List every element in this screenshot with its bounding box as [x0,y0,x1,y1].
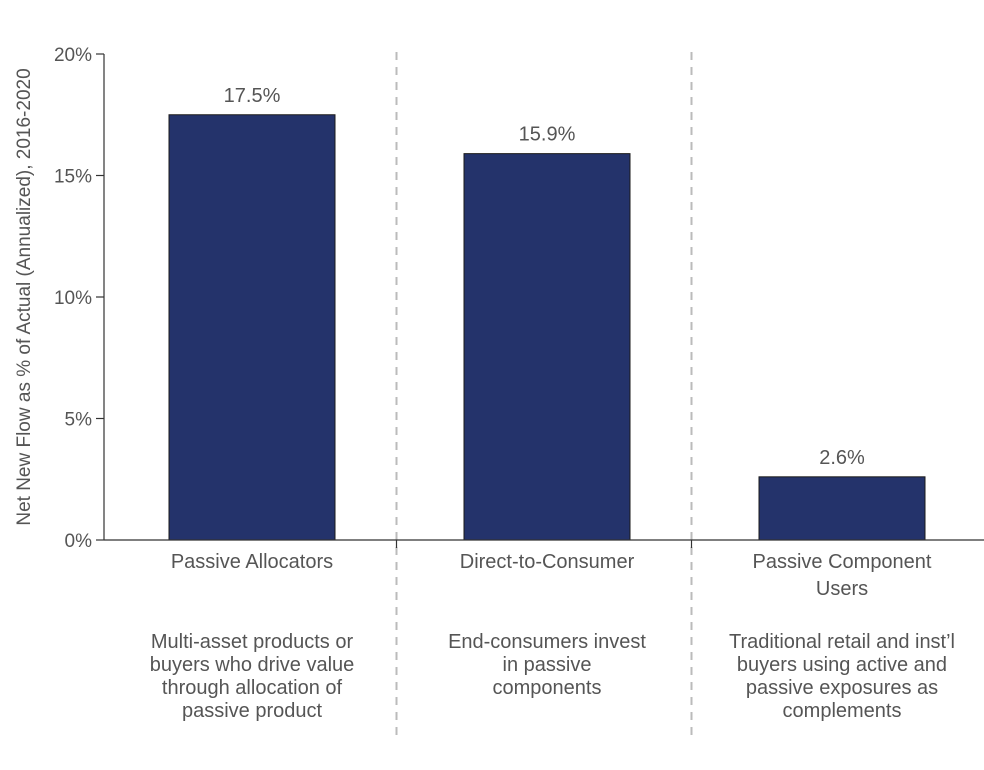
bar [463,153,631,541]
bar [168,114,336,541]
data-label: 17.5% [224,85,281,107]
category-description: Traditional retail and inst’l buyers usi… [728,631,956,722]
data-labels: 17.5% 15.9% 2.6% [224,85,865,469]
data-label: 15.9% [519,124,576,146]
data-label: 2.6% [819,447,865,469]
axes: 0% 5% 10% 15% 20% [54,45,984,552]
bars [168,114,926,541]
category-description: Multi-asset products or buyers who drive… [149,631,355,722]
category-separators [395,52,693,742]
bar [758,476,926,541]
y-tick-label: 15% [54,167,92,188]
category-label: Passive Component Users [752,551,932,600]
category-label: Passive Allocators [170,551,334,573]
y-tick-label: 5% [65,410,93,431]
y-axis-label: Net New Flow as % of Actual (Annualized)… [14,68,35,525]
y-tick-label: 20% [54,45,92,66]
category-description: End-consumers invest in passive componen… [448,631,646,699]
category-label: Direct-to-Consumer [459,551,635,573]
y-tick-label: 10% [54,288,92,309]
y-tick-label: 0% [65,531,93,552]
